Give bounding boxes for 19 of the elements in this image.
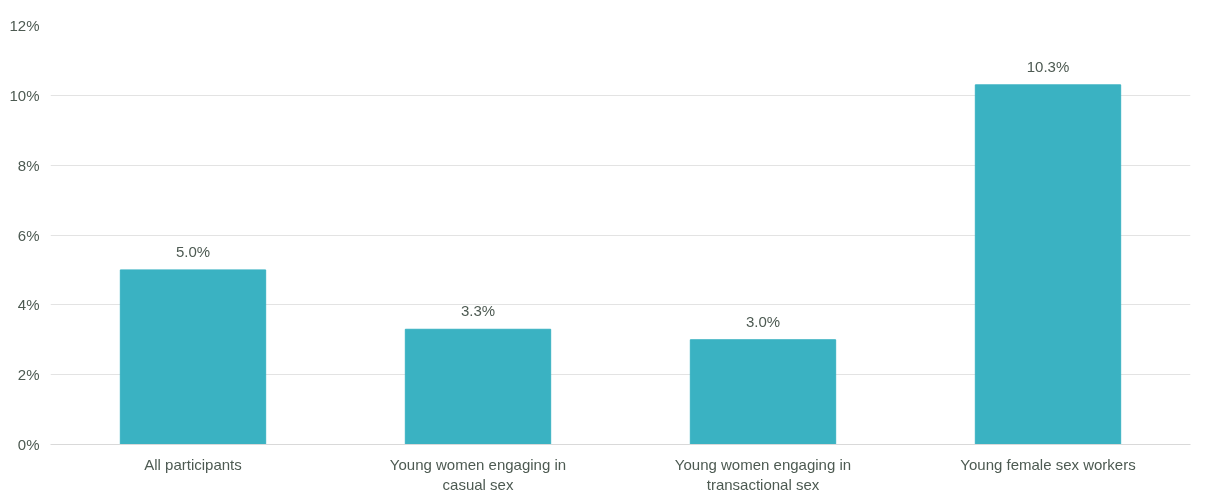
y-tick-label: 8% xyxy=(17,156,40,174)
bar xyxy=(119,269,267,445)
data-label: 10.3% xyxy=(1026,57,1070,75)
data-label: 3.3% xyxy=(460,302,496,320)
data-label: 5.0% xyxy=(175,242,211,260)
bar xyxy=(974,84,1122,445)
bar xyxy=(404,328,552,445)
x-tick-label: Young women engaging in transactional sex xyxy=(674,455,852,493)
y-tick-label: 4% xyxy=(17,296,40,314)
x-tick-label: Young female sex workers xyxy=(960,455,1136,473)
x-tick-label: Young women engaging in casual sex xyxy=(389,455,567,493)
y-tick-label: 10% xyxy=(9,86,40,104)
x-tick-label: All participants xyxy=(144,455,242,473)
data-label: 3.0% xyxy=(745,312,781,330)
y-tick-label: 6% xyxy=(17,226,40,244)
y-tick-label: 12% xyxy=(9,17,40,34)
y-tick-label: 0% xyxy=(17,436,40,453)
y-tick-label: 2% xyxy=(17,366,40,384)
bar xyxy=(689,339,837,445)
